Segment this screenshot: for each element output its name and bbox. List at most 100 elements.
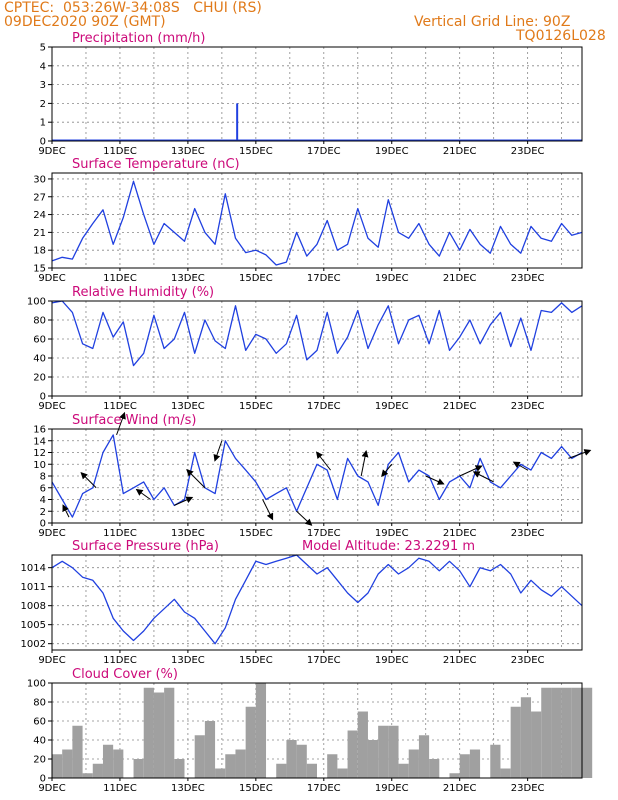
wind-arrow — [459, 465, 483, 477]
precip-xtick-label: 21DEC — [443, 146, 477, 157]
cloud-bar — [418, 735, 430, 778]
temp-ytick-label: 15 — [33, 264, 46, 275]
pressure-ytick-label: 1011 — [21, 582, 46, 593]
cloud-bar — [500, 768, 511, 778]
header-code: TQ0126L028 — [516, 28, 606, 44]
humidity-xtick-label: 23DEC — [511, 401, 545, 412]
cloud-xtick-label: 15DEC — [239, 783, 273, 794]
cloud-bar — [561, 687, 572, 778]
wind-line — [51, 434, 583, 518]
humidity-xtick-label: 11DEC — [103, 401, 137, 412]
temp-ytick-label: 27 — [33, 192, 46, 203]
cloud-bar — [582, 687, 593, 778]
precip-ytick-label: 4 — [40, 61, 46, 72]
precip-ytick-label: 5 — [40, 43, 46, 54]
precip-xtick-label: 19DEC — [375, 146, 409, 157]
cloud-bar — [347, 730, 358, 778]
temp-title: Surface Temperature (nC) — [72, 157, 240, 172]
pressure-ytick-label: 1008 — [21, 601, 46, 612]
cloud-bar — [133, 759, 144, 778]
temp-ytick-label: 30 — [33, 174, 46, 185]
precip-xtick-label: 23DEC — [511, 146, 545, 157]
temp-xtick-label: 21DEC — [443, 273, 477, 284]
cloud-bar — [306, 763, 317, 778]
cloud-bar — [204, 721, 216, 778]
wind-ytick-label: 14 — [33, 436, 46, 447]
pressure-ytick-label: 1002 — [21, 639, 46, 650]
pressure-title: Surface Pressure (hPa) — [72, 539, 219, 554]
model-altitude: Model Altitude: 23.2291 m — [302, 539, 475, 554]
pressure-frame — [51, 554, 583, 651]
wind-arrow — [213, 440, 223, 462]
cloud-bar — [408, 749, 419, 778]
cloud-title: Cloud Cover (%) — [72, 667, 178, 682]
wind-arrow — [512, 461, 528, 471]
humidity-xtick-label: 15DEC — [239, 401, 273, 412]
cloud-bar — [255, 683, 267, 778]
humidity-ytick-label: 60 — [33, 335, 46, 346]
humidity-ytick-label: 80 — [33, 316, 46, 327]
humidity-xtick-label: 9DEC — [38, 401, 65, 412]
cloud-bar — [276, 763, 287, 778]
cloud-bar — [388, 725, 399, 778]
wind-arrow — [116, 411, 126, 436]
wind-arrow — [425, 475, 445, 485]
cloud-bar — [398, 763, 409, 778]
wind-ytick-label: 6 — [40, 483, 46, 494]
cloud-bar — [337, 768, 348, 778]
cloud-bar — [215, 768, 226, 778]
precip-xtick-label: 9DEC — [38, 146, 65, 157]
cloud-xtick-label: 13DEC — [171, 783, 205, 794]
wind-arrow — [381, 463, 393, 478]
cloud-ytick-label: 0 — [40, 774, 46, 785]
humidity-line — [51, 300, 583, 367]
cloud-xtick-label: 23DEC — [511, 783, 545, 794]
precip-title: Precipitation (mm/h) — [72, 31, 205, 46]
pressure-xtick-label: 21DEC — [443, 655, 477, 666]
pressure-xtick-label: 13DEC — [171, 655, 205, 666]
wind-arrow — [186, 469, 206, 489]
cloud-bar — [225, 754, 236, 778]
wind-arrow — [315, 451, 331, 471]
humidity-frame — [51, 300, 583, 397]
wind-xtick-label: 11DEC — [103, 528, 137, 539]
cloud-xtick-label: 9DEC — [38, 783, 65, 794]
cloud-xtick-label: 19DEC — [375, 783, 409, 794]
cloud-ytick-label: 20 — [33, 755, 46, 766]
precip-ytick-label: 2 — [40, 99, 46, 110]
cloud-bar — [92, 763, 103, 778]
wind-xtick-label: 19DEC — [375, 528, 409, 539]
pressure-xtick-label: 19DEC — [375, 655, 409, 666]
cloud-bar — [531, 711, 542, 778]
cloud-ytick-label: 40 — [33, 736, 46, 747]
wind-ytick-label: 12 — [33, 448, 46, 459]
cloud-bar — [541, 687, 552, 778]
cloud-bar — [520, 697, 532, 778]
humidity-xtick-label: 17DEC — [307, 401, 341, 412]
wind-frame — [51, 428, 583, 524]
precip-ytick-label: 0 — [40, 137, 46, 148]
cloud-bar — [72, 725, 83, 778]
cloud-bar — [62, 749, 73, 778]
cloud-ytick-label: 60 — [33, 717, 46, 728]
cloud-bar — [551, 687, 562, 778]
pressure-xtick-label: 11DEC — [103, 655, 137, 666]
wind-arrow — [568, 449, 592, 459]
pressure-line — [51, 554, 583, 645]
cloud-frame — [51, 682, 583, 779]
cloud-bar — [367, 740, 379, 778]
wind-arrow — [62, 504, 70, 518]
precip-frame — [51, 46, 583, 142]
cloud-bar — [296, 744, 307, 778]
cloud-bar — [174, 759, 185, 778]
humidity-xtick-label: 19DEC — [375, 401, 409, 412]
cloud-bar — [378, 725, 389, 778]
precip-xtick-label: 11DEC — [103, 146, 137, 157]
temp-xtick-label: 23DEC — [511, 273, 545, 284]
cloud-ytick-label: 80 — [33, 698, 46, 709]
cloud-bar — [164, 687, 175, 778]
temp-xtick-label: 13DEC — [171, 273, 205, 284]
pressure-xtick-label: 15DEC — [239, 655, 273, 666]
humidity-ytick-label: 100 — [27, 297, 46, 308]
